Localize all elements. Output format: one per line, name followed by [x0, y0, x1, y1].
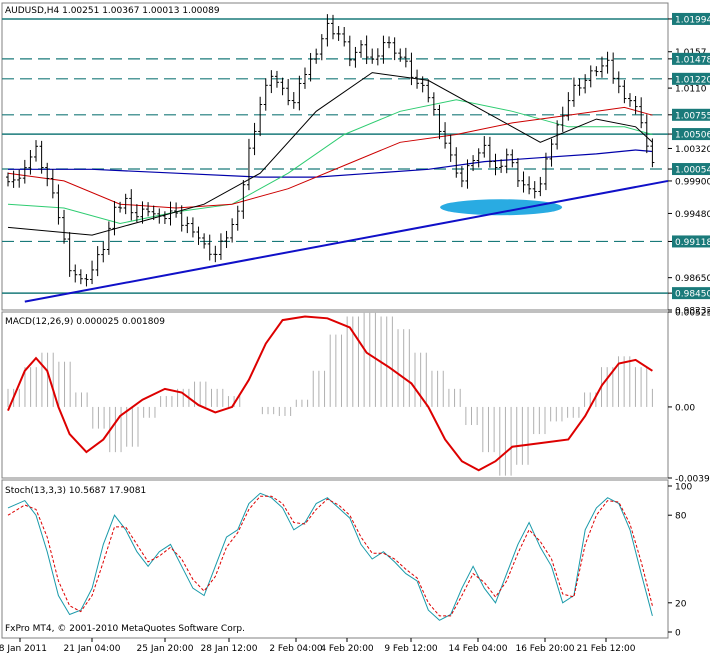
- time-tick-label-7: 14 Feb 04:00: [448, 644, 507, 654]
- stoch-tick-label-3: 0: [675, 629, 681, 639]
- time-axis: 18 Jan 2011 21 Jan 04:00 25 Jan 20:00 28 Ja…: [0, 638, 636, 654]
- ma-blue-line: [8, 149, 653, 178]
- time-tick-label-9: 21 Feb 12:00: [576, 644, 635, 654]
- price-tick-label-10: 0.99480: [675, 210, 710, 220]
- price-tick-label-7: 1.00320: [675, 145, 710, 155]
- stoch-tick-label-0: 100: [675, 483, 692, 493]
- price-tick-label-4: 1.0110: [675, 85, 707, 95]
- macd-tick-label-1: 0.00: [675, 403, 695, 413]
- time-tick-label-6: 9 Feb 12:00: [384, 644, 438, 654]
- price-tag-bg-2: [672, 52, 710, 65]
- support-trendline: [24, 179, 669, 303]
- time-tick-label-2: 25 Jan 20:00: [137, 644, 194, 654]
- price-tag-bg-5: [672, 108, 710, 121]
- macd-signal-line: [7, 315, 653, 472]
- stoch-main-line: [7, 492, 653, 621]
- price-tag-label-3: 1.01220: [675, 75, 710, 85]
- macd-tick-label-0: 0.00525: [675, 309, 710, 319]
- stoch-tick-label-2: 20: [675, 599, 687, 609]
- macd-tick-label-2: -0.00393: [675, 475, 710, 485]
- price-bars: [6, 14, 655, 287]
- price-tag-bg-6: [672, 128, 710, 141]
- price-tag-label-5: 1.00755: [675, 111, 710, 121]
- support-ellipse-shape: [440, 199, 563, 216]
- time-tick-label-5: 4 Feb 20:00: [320, 644, 374, 654]
- price-tick-label-12: 0.98650: [675, 274, 710, 284]
- stoch-tick-label-1: 80: [675, 512, 687, 522]
- price-tag-label-11: 0.99118: [675, 238, 710, 248]
- trendline: [24, 179, 669, 303]
- price-tick-label-9: 0.99900: [675, 177, 710, 187]
- stoch-title: Stoch(13,3,3) 10.5687 17.9081: [5, 486, 146, 496]
- price-tag-label-13: 0.98450: [675, 290, 710, 300]
- macd-panel: 0.00525 0.00 -0.00393: [7, 309, 710, 485]
- price-panel: [2, 14, 669, 303]
- price-tag-bg-3: [672, 72, 710, 85]
- stochastic-panel: 100 80 20 0: [7, 483, 692, 639]
- time-tick-label-8: 16 Feb 20:00: [515, 644, 574, 654]
- price-tag-label-0: 1.01994: [675, 15, 710, 25]
- time-tick-label-0: 18 Jan 2011: [0, 644, 47, 654]
- price-tag-bg-11: [672, 235, 710, 248]
- macd-title: MACD(12,26,9) 0.000025 0.001809: [5, 317, 165, 327]
- time-tick-label-3: 28 Jan 12:00: [201, 644, 258, 654]
- price-axis: 1.019941.01571.014781.012201.01101.00755…: [668, 12, 710, 317]
- stoch-signal-line: [7, 495, 653, 617]
- price-tag-bg-0: [672, 12, 710, 25]
- ma-black-line: [7, 72, 653, 236]
- price-tag-label-6: 1.00506: [675, 131, 710, 141]
- main-chart-title: AUDUSD,H4 1.00251 1.00367 1.00013 1.0008…: [5, 6, 220, 16]
- copyright-text: FxPro MT4, © 2001-2010 MetaQuotes Softwa…: [5, 624, 245, 634]
- price-tag-label-8: 1.00054: [675, 166, 710, 176]
- time-tick-label-1: 21 Jan 04:00: [64, 644, 121, 654]
- price-tag-bg-8: [672, 163, 710, 176]
- main-panel-frame: [1, 2, 669, 311]
- support-highlight-ellipse: [440, 199, 563, 216]
- price-tag-label-2: 1.01478: [675, 55, 710, 65]
- time-tick-label-4: 2 Feb 04:00: [269, 644, 323, 654]
- stoch-panel-frame: [1, 479, 669, 639]
- price-tag-bg-13: [672, 287, 710, 300]
- macd-panel-frame: [1, 311, 669, 479]
- ma-green-line: [7, 99, 653, 225]
- price-tick-label-14: 0.98232: [675, 307, 710, 317]
